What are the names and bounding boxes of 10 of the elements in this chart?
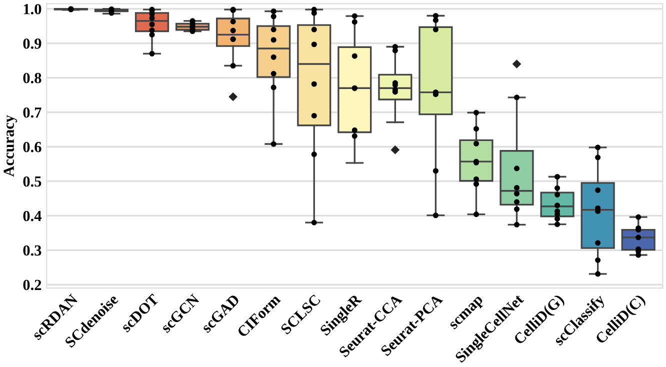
- y-tick-label: 1.0: [24, 4, 42, 14]
- y-tick-label: 0.2: [23, 280, 42, 290]
- y-tick-label: 0.4: [23, 210, 42, 222]
- y-tick-label: 0.9: [23, 38, 42, 49]
- y-tick-label: 0.7: [23, 107, 42, 118]
- y-tick-label: 0.6: [23, 142, 42, 152]
- y-tick-label: 0.3: [23, 245, 42, 256]
- y-axis-title: Accuracy: [4, 115, 18, 177]
- y-tick-label: 0.5: [23, 176, 42, 187]
- y-tick-label: 0.8: [23, 72, 42, 84]
